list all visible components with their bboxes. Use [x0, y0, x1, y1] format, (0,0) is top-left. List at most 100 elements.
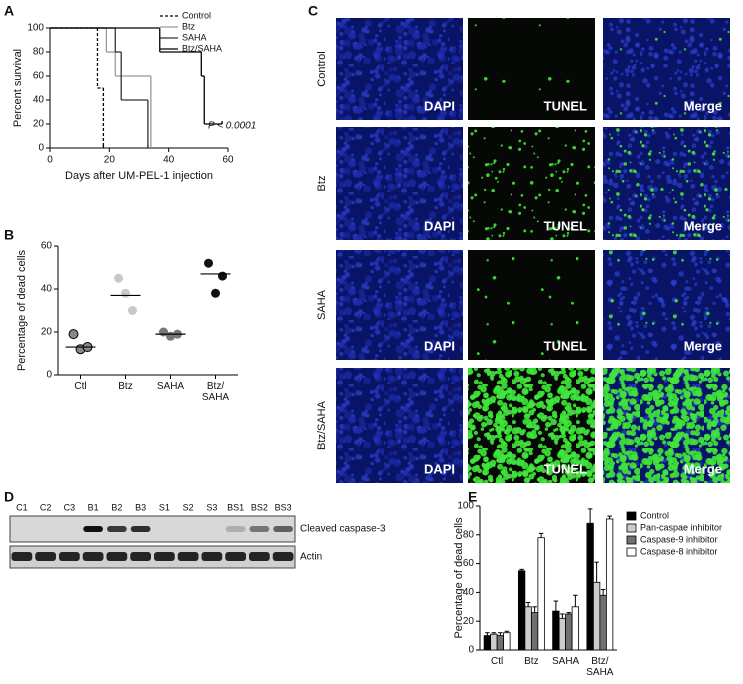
band [225, 552, 246, 561]
panel-label: A [4, 3, 14, 19]
image-label: TUNEL [544, 338, 587, 353]
micrograph [336, 250, 463, 360]
legend-swatch [626, 523, 637, 533]
band [225, 526, 246, 532]
image-label: Merge [684, 218, 722, 233]
bar [537, 537, 545, 651]
bar [483, 635, 492, 651]
band [59, 552, 80, 561]
y-tick-label: 20 [41, 327, 53, 338]
lane-label: BS2 [251, 502, 268, 512]
x-tick-label: SAHA [552, 656, 580, 667]
label-box: SAHA [552, 656, 580, 667]
row-label: Btz [316, 176, 328, 192]
panel-label: C [308, 3, 318, 19]
lane-label: B2 [111, 502, 122, 512]
x-tick-label: Ctl [74, 381, 87, 392]
band [107, 526, 127, 532]
micrograph [468, 250, 595, 360]
y-tick-label: 100 [27, 23, 44, 34]
bar [586, 522, 594, 651]
legend-label: Control [182, 10, 211, 20]
blot-strip [9, 515, 296, 543]
image-label: DAPI [424, 338, 455, 353]
dot [218, 271, 227, 281]
annotation: P < 0.0001 [208, 121, 256, 132]
dot [121, 288, 130, 298]
micrograph [603, 127, 730, 240]
lane-label: S2 [183, 502, 194, 512]
image-label: Merge [684, 461, 722, 476]
y-tick-label: 0 [46, 370, 52, 381]
bar [503, 632, 511, 651]
y-tick-label: 60 [41, 241, 53, 252]
bar [592, 581, 601, 651]
y-tick-label: 60 [463, 558, 475, 569]
legend-label: Pan-caspae inhibitor [640, 522, 722, 532]
y-tick-label: 40 [41, 284, 53, 295]
micrograph [468, 368, 595, 483]
micrograph [603, 250, 730, 360]
panel-label: B [4, 227, 14, 243]
dot [211, 288, 220, 298]
band [11, 552, 33, 561]
bar [565, 613, 573, 651]
lane-label: S1 [159, 502, 170, 512]
legend-label: Control [640, 510, 669, 520]
dot [68, 329, 79, 340]
label-box: Btz [118, 381, 132, 392]
y-tick-label: 20 [33, 119, 45, 130]
dot [204, 258, 213, 268]
micrograph [603, 18, 730, 120]
band [130, 552, 151, 561]
micrograph [468, 18, 595, 120]
y-axis-title: Percentage of dead cells [453, 517, 465, 639]
band-label: Cleaved caspase-3 [300, 524, 386, 535]
lane-label: BS1 [227, 502, 244, 512]
panel-label: D [4, 489, 14, 505]
bar [552, 610, 560, 651]
y-tick-label: 100 [457, 501, 474, 512]
bar [490, 633, 498, 651]
blot-strip [9, 545, 296, 569]
y-tick-label: 40 [33, 95, 45, 106]
band [273, 526, 293, 532]
band [106, 552, 128, 561]
micrograph [336, 127, 463, 240]
label-box: Ctl [74, 381, 87, 392]
x-axis-title: Days after UM-PEL-1 injection [65, 170, 213, 182]
x-tick-label: 0 [47, 155, 53, 166]
x-tick-label: Btz/ SAHA [586, 656, 614, 678]
y-axis-title: Percentage of dead cells [16, 249, 28, 371]
micrograph [336, 18, 463, 120]
image-label: Merge [684, 98, 722, 113]
dot [128, 306, 137, 315]
x-tick-label: SAHA [156, 381, 185, 392]
dot [114, 273, 123, 283]
micrograph [468, 127, 595, 240]
label-box: Ctl [491, 656, 504, 667]
x-tick-label: Btz [524, 656, 539, 667]
x-tick-label: 20 [104, 155, 116, 166]
x-tick-label: 60 [222, 155, 234, 166]
panel-label: E [468, 489, 477, 505]
band [177, 552, 199, 561]
row-label: Control [316, 51, 328, 86]
row-label: Btz/SAHA [316, 400, 328, 450]
y-tick-label: 40 [463, 587, 475, 598]
band [35, 552, 56, 561]
label-box: SAHA [156, 381, 185, 392]
legend-swatch [626, 511, 637, 521]
bar [558, 617, 567, 651]
legend-label: Btz/SAHA [182, 43, 222, 53]
image-label: TUNEL [544, 98, 587, 113]
band [249, 526, 270, 532]
x-tick-label: Ctl [491, 656, 504, 667]
image-label: DAPI [424, 218, 455, 233]
micrograph [336, 368, 463, 483]
image-label: TUNEL [544, 218, 587, 233]
band [82, 552, 104, 561]
x-tick-label: Btz/ SAHA [201, 381, 230, 403]
image-label: TUNEL [544, 461, 587, 476]
